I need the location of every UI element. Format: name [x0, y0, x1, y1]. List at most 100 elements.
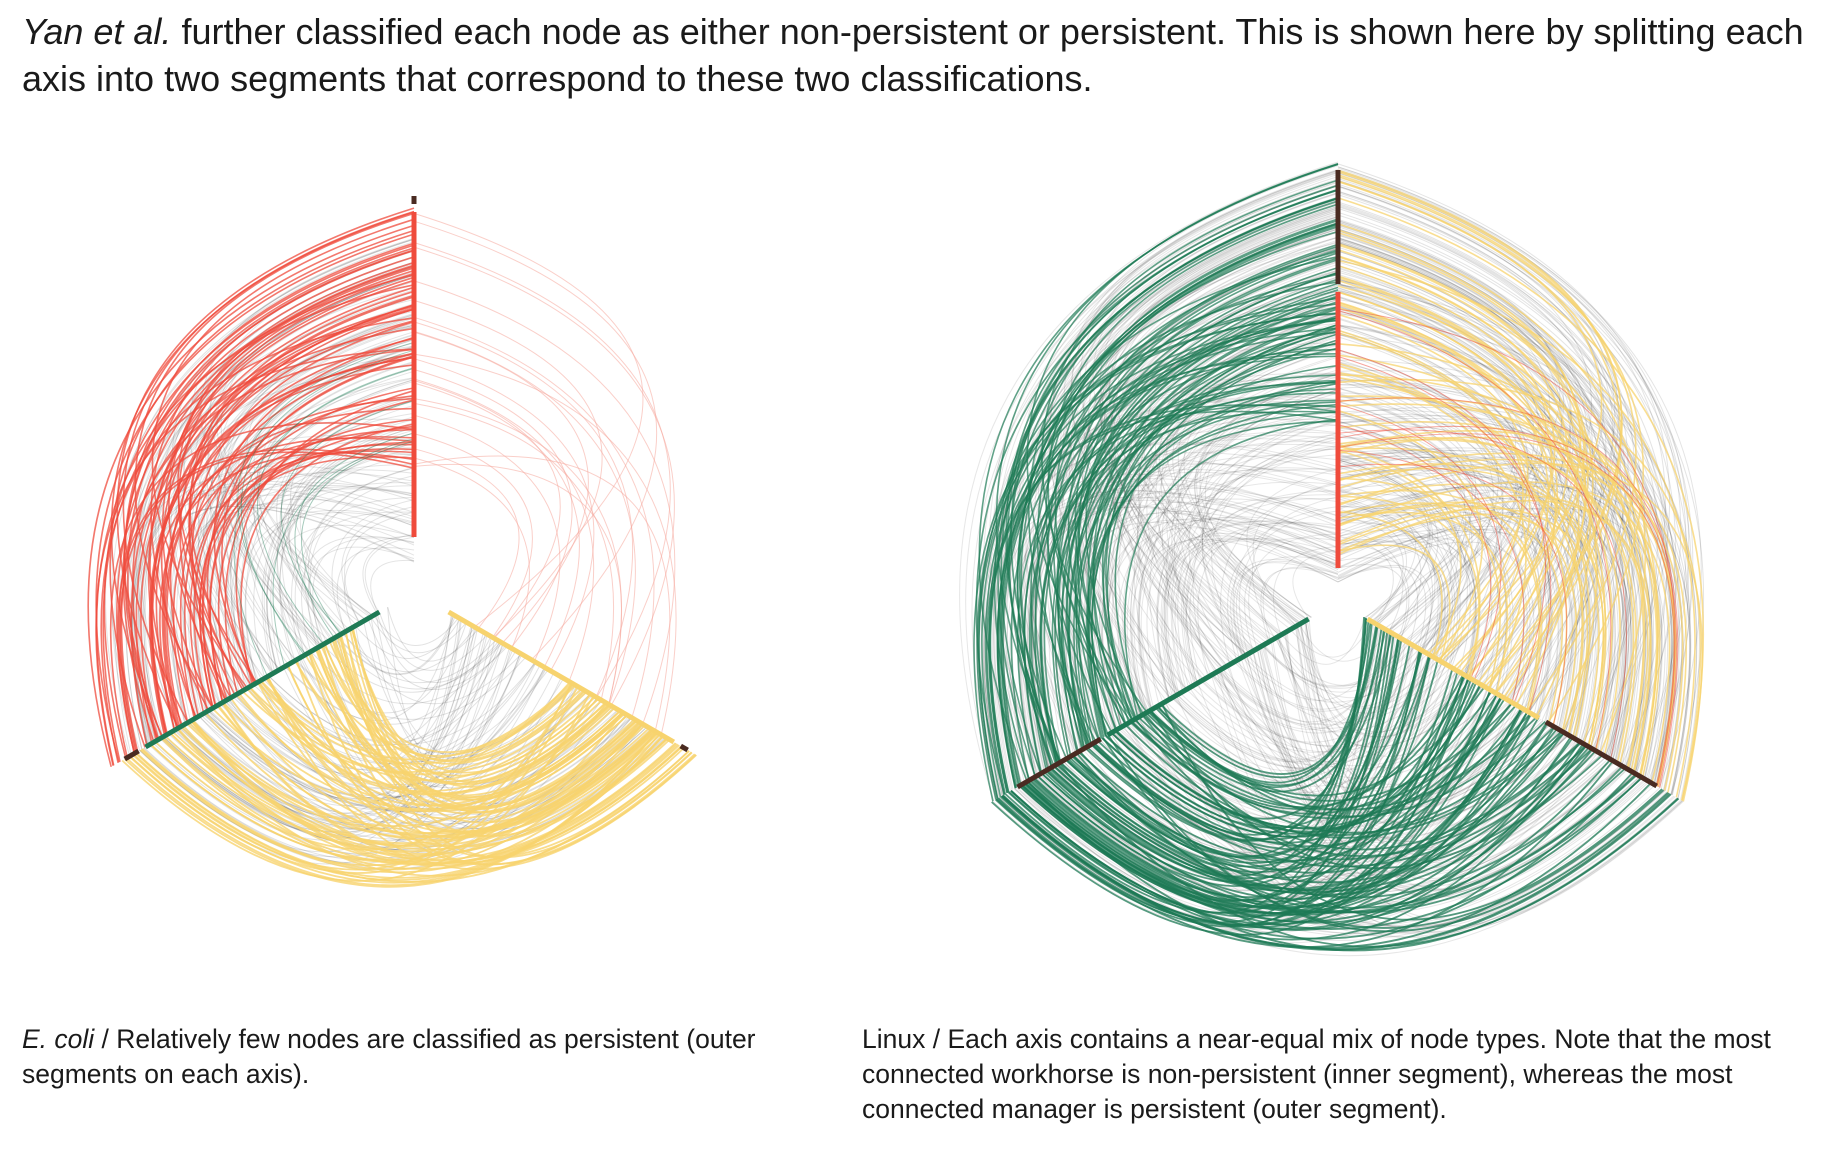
linux-edge-green	[996, 273, 1339, 789]
ecoli-edge-yellow	[154, 683, 574, 851]
linux-edge-gray	[1337, 359, 1680, 789]
ecoli-edge-gray	[245, 419, 415, 683]
linux-edge-gray	[1337, 449, 1653, 774]
linux-edge-gray	[1337, 535, 1481, 679]
linux-edge-yellow	[1337, 494, 1649, 772]
ecoli-edge-red-light	[413, 457, 530, 649]
linux-edge-gray	[1141, 715, 1667, 927]
linux-edge-red	[1337, 463, 1568, 727]
ecoli-edge-yellow	[260, 679, 573, 761]
linux-edge-gray	[1337, 540, 1475, 675]
linux-edge-yellow	[1337, 264, 1556, 657]
linux-edge-green	[1050, 732, 1565, 894]
linux-edge-gray	[1201, 668, 1455, 747]
linux-edge-gray	[1244, 556, 1339, 652]
linux-edge-green	[1092, 315, 1339, 728]
linux-edge-gray	[1082, 199, 1339, 663]
ecoli-edge-red	[123, 242, 415, 738]
linux-edge-green	[1036, 222, 1339, 746]
linux-edge-gray	[1305, 620, 1551, 805]
linux-edge-gray	[1157, 454, 1339, 700]
linux-edge-green	[1115, 702, 1513, 830]
ecoli-edge-gray	[220, 667, 546, 789]
ecoli-edge-red	[172, 436, 415, 723]
ecoli-edge-yellow	[171, 723, 644, 845]
ecoli-edge-gray	[276, 422, 415, 656]
ecoli-edge-gray	[355, 618, 461, 659]
ecoli-edge-yellow	[190, 719, 646, 835]
ecoli-edge-gray	[343, 535, 415, 628]
linux-edge-gray	[1232, 506, 1339, 658]
linux-edge-gray	[1337, 453, 1476, 676]
ecoli-edge-gray	[307, 546, 415, 649]
ecoli-edge-red-light	[413, 402, 614, 701]
linux-edge-gray	[1277, 636, 1484, 748]
linux-edge-gray	[1166, 392, 1339, 685]
linux-edge-green	[1008, 200, 1339, 767]
linux-edge-gray	[1199, 375, 1339, 621]
linux-edge-gray	[1137, 335, 1339, 687]
linux-edge-red	[1337, 429, 1627, 760]
linux-edge-gray	[1337, 476, 1653, 774]
ecoli-edge-gray	[224, 314, 415, 653]
ecoli-edge-gray	[370, 616, 467, 654]
linux-edge-gray	[1337, 535, 1394, 624]
ecoli-edge-red	[130, 305, 415, 747]
ecoli-edge-gray	[294, 511, 415, 656]
linux-edge-gray	[1290, 621, 1373, 658]
linux-edge-gray	[1286, 631, 1684, 927]
ecoli-edge-yellow	[176, 728, 693, 877]
linux-edge-gray	[1337, 220, 1593, 681]
linux-edge-gray	[1162, 538, 1339, 697]
linux-edge-gray	[1246, 468, 1339, 626]
linux-edge-green	[1114, 693, 1499, 829]
linux-edge-gray	[1133, 434, 1339, 713]
ecoli-edge-red	[95, 348, 415, 766]
linux-edge-red	[1337, 424, 1492, 679]
ecoli-edge-red-light	[413, 378, 595, 682]
ecoli-edge-red	[166, 397, 415, 727]
linux-edge-gray	[1261, 642, 1410, 688]
linux-edge-gray	[1201, 420, 1339, 657]
ecoli-edge-yellow	[308, 652, 640, 815]
ecoli-edge-gray	[268, 661, 536, 746]
linux-edge-green	[1075, 752, 1643, 914]
linux-edge-green	[976, 303, 1339, 800]
linux-edge-gray	[1337, 518, 1445, 659]
ecoli-edge-gray	[289, 424, 415, 641]
linux-edge-gray	[1337, 359, 1504, 654]
linux-edge-gray	[1260, 568, 1339, 643]
linux-edge-gray	[1337, 398, 1575, 731]
ecoli-edge-red	[161, 269, 415, 709]
linux-edge-gray	[1337, 226, 1674, 783]
linux-edge-gray	[1189, 522, 1339, 682]
ecoli-axis-lower-left-persistent	[123, 748, 140, 762]
linux-edge-gray	[1055, 434, 1339, 757]
linux-edge-gray	[1163, 415, 1339, 696]
ecoli-axis-lower-left	[144, 609, 381, 750]
linux-edge-gray	[1156, 537, 1339, 700]
linux-edge-yellow	[1337, 343, 1659, 777]
linux-caption-text: Linux / Each axis contains a near-equal …	[862, 1024, 1771, 1124]
ecoli-edge-red-light	[413, 353, 677, 735]
ecoli-edge-red-light	[413, 220, 658, 661]
linux-edge-yellow	[1337, 301, 1613, 752]
linux-edge-gray	[1337, 214, 1691, 795]
linux-edge-gray	[1337, 387, 1498, 666]
linux-edge-yellow	[1337, 436, 1635, 764]
ecoli-edge-gray	[195, 377, 415, 711]
ecoli-edge-red-light	[413, 369, 573, 649]
ecoli-edge-red	[184, 395, 415, 717]
linux-edge-yellow	[1337, 403, 1661, 778]
linux-edge-gray	[1337, 305, 1517, 624]
ecoli-edge-green	[280, 400, 415, 635]
intro-text: further classified each node as either n…	[22, 11, 1804, 99]
linux-axis-lower-right-persistent	[1544, 719, 1658, 789]
linux-edge-gray	[1337, 221, 1564, 630]
linux-edge-gray	[1114, 341, 1339, 717]
linux-edge-gray	[1337, 489, 1436, 649]
ecoli-edge-gray	[235, 331, 415, 649]
linux-edge-gray	[1099, 208, 1339, 641]
ecoli-edge-gray	[230, 379, 415, 686]
linux-edge-gray	[1337, 172, 1694, 782]
